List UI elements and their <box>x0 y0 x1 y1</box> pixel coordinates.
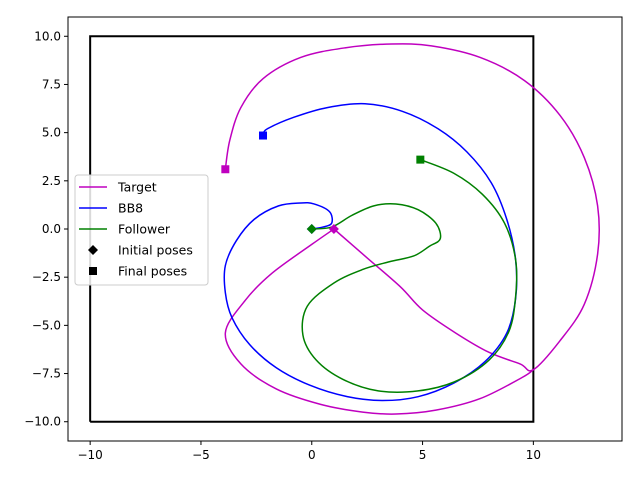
legend-label-final-poses: Final poses <box>118 264 187 279</box>
boundary-square <box>89 35 535 423</box>
follower-final-pose-marker <box>416 155 425 164</box>
y-tick-label: 2.5 <box>42 174 61 188</box>
y-tick-label: 7.5 <box>42 77 61 91</box>
series-follower-line <box>301 158 518 393</box>
y-tick-label: −10.0 <box>24 415 61 429</box>
series-bb8-line <box>223 102 518 402</box>
y-axis-ticks: −10.0 −7.5 −5.0 −2.5 0.0 2.5 5.0 7.5 10.0 <box>24 29 68 429</box>
x-tick-label: −5 <box>192 448 210 462</box>
series-target-line-lower <box>224 228 534 415</box>
target-final-pose-marker <box>221 165 230 174</box>
y-tick-label: 10.0 <box>34 29 61 43</box>
follower-initial-pose-marker <box>306 224 317 234</box>
legend-swatch-final-poses <box>89 267 97 275</box>
y-tick-label: −7.5 <box>32 367 61 381</box>
legend: Target BB8 Follower Initial poses Final pose… <box>74 174 209 286</box>
x-tick-label: 5 <box>419 448 427 462</box>
legend-box <box>74 174 209 286</box>
y-tick-label: −2.5 <box>32 270 61 284</box>
legend-label-initial-poses: Initial poses <box>118 243 193 258</box>
legend-label-follower: Follower <box>118 222 171 237</box>
y-tick-label: 5.0 <box>42 126 61 140</box>
x-tick-label: −10 <box>77 448 102 462</box>
legend-swatch-initial-poses <box>88 245 98 255</box>
legend-label-bb8: BB8 <box>118 201 143 216</box>
series-target-line <box>224 43 601 372</box>
bb8-final-pose-marker <box>259 131 268 140</box>
x-tick-label: 10 <box>526 448 541 462</box>
x-axis-ticks: −10 −5 0 5 10 <box>77 441 541 462</box>
x-tick-label: 0 <box>308 448 316 462</box>
target-initial-pose-marker <box>328 224 339 234</box>
y-tick-label: −5.0 <box>32 318 61 332</box>
y-tick-label: 0.0 <box>42 222 61 236</box>
plot-data <box>89 35 601 423</box>
legend-label-target: Target <box>117 180 157 195</box>
